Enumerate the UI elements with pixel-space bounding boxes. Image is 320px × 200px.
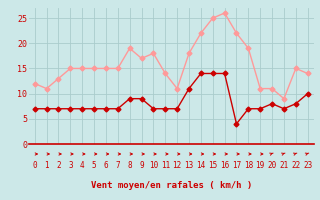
- Text: 6: 6: [104, 161, 108, 170]
- Text: 13: 13: [184, 161, 194, 170]
- Text: 4: 4: [80, 161, 84, 170]
- Text: 19: 19: [256, 161, 265, 170]
- Text: 9: 9: [139, 161, 144, 170]
- Text: 0: 0: [32, 161, 37, 170]
- Text: 3: 3: [68, 161, 73, 170]
- Text: 2: 2: [56, 161, 61, 170]
- Text: 14: 14: [196, 161, 205, 170]
- Text: 7: 7: [116, 161, 120, 170]
- Text: 16: 16: [220, 161, 229, 170]
- Text: 15: 15: [208, 161, 217, 170]
- Text: 22: 22: [291, 161, 300, 170]
- Text: 20: 20: [268, 161, 277, 170]
- Text: 21: 21: [279, 161, 289, 170]
- Text: 10: 10: [149, 161, 158, 170]
- Text: 12: 12: [172, 161, 182, 170]
- Text: 17: 17: [232, 161, 241, 170]
- Text: 23: 23: [303, 161, 312, 170]
- Text: 18: 18: [244, 161, 253, 170]
- Text: Vent moyen/en rafales ( km/h ): Vent moyen/en rafales ( km/h ): [91, 182, 252, 190]
- Text: 5: 5: [92, 161, 96, 170]
- Text: 8: 8: [127, 161, 132, 170]
- Text: 11: 11: [161, 161, 170, 170]
- Text: 1: 1: [44, 161, 49, 170]
